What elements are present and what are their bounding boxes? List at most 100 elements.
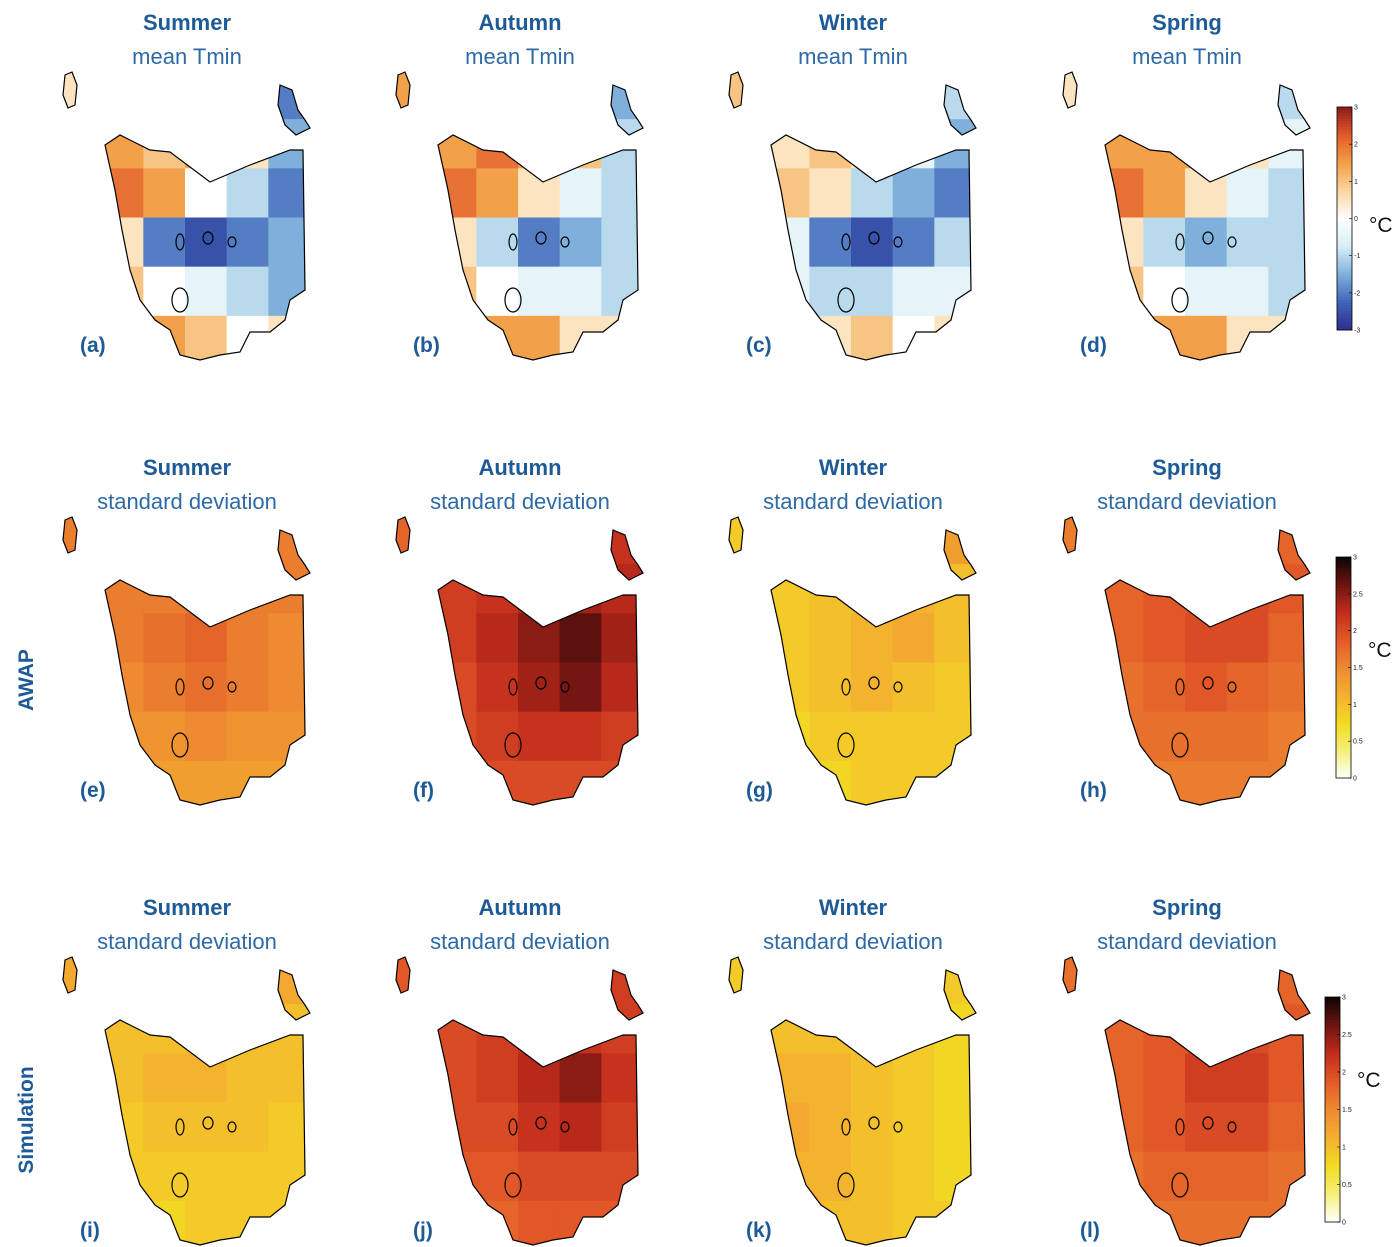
- grid-cell: [476, 1152, 518, 1202]
- grid-cell: [560, 1103, 602, 1153]
- colorbar-slice: [1336, 648, 1351, 651]
- colorbar-slice: [1325, 1045, 1340, 1048]
- map: [1060, 515, 1311, 811]
- panel-title: Spring: [1152, 895, 1222, 920]
- colorbar-slice: [1325, 1129, 1340, 1132]
- grid-cell: [227, 761, 269, 811]
- grid-cell: [893, 564, 935, 614]
- colorbar-slice: [1325, 1025, 1340, 1028]
- colorbar-slice: [1336, 568, 1351, 571]
- colorbar-slice: [1337, 274, 1352, 277]
- colorbar-slice: [1325, 1157, 1340, 1160]
- colorbar-slice: [1336, 687, 1351, 690]
- grid-cell: [476, 1103, 518, 1153]
- colorbar-slice: [1337, 232, 1352, 235]
- panel-title: Autumn: [478, 895, 561, 920]
- grid-cell: [143, 218, 185, 268]
- grid-cell: [102, 761, 144, 811]
- colorbar-unit: °C: [1368, 639, 1392, 662]
- colorbar-slice: [1325, 1048, 1340, 1051]
- map: [1060, 70, 1311, 366]
- colorbar-slice: [1325, 1056, 1340, 1059]
- colorbar-slice: [1337, 299, 1352, 302]
- colorbar-slice: [1336, 582, 1351, 585]
- colorbar-slice: [1337, 283, 1352, 286]
- colorbar-slice: [1325, 1146, 1340, 1149]
- colorbar-slice: [1337, 118, 1352, 121]
- colorbar-slice: [1336, 772, 1351, 775]
- colorbar-slice: [1337, 246, 1352, 249]
- colorbar-slice: [1325, 1155, 1340, 1158]
- panel-subtitle: standard deviation: [1097, 489, 1277, 514]
- grid-cell: [1227, 1201, 1269, 1247]
- grid-cell: [227, 663, 269, 713]
- grid-cell: [1143, 218, 1185, 268]
- grid-cell: [1185, 613, 1227, 663]
- grid-cell: [768, 663, 810, 713]
- colorbar-slice: [1325, 1138, 1340, 1141]
- colorbar-slice: [1325, 1104, 1340, 1107]
- grid-cell: [851, 119, 893, 169]
- map: [393, 955, 644, 1247]
- colorbar-slice: [1336, 604, 1351, 607]
- map-cells: [726, 955, 977, 1247]
- grid-cell: [1060, 955, 1102, 1005]
- grid-cell: [268, 70, 310, 120]
- colorbar-slice: [1337, 152, 1352, 155]
- grid-cell: [560, 712, 602, 762]
- colorbar-slice: [1336, 643, 1351, 646]
- colorbar-slice: [1336, 612, 1351, 615]
- colorbar-slice: [1336, 681, 1351, 684]
- colorbar-slice: [1337, 107, 1352, 110]
- colorbar-slice: [1337, 168, 1352, 171]
- colorbar-slice: [1336, 662, 1351, 665]
- colorbar-slice: [1325, 1166, 1340, 1169]
- grid-cell: [102, 316, 144, 366]
- colorbar-slice: [1325, 1205, 1340, 1208]
- grid-cell: [1060, 515, 1102, 565]
- grid-cell: [143, 1053, 185, 1103]
- colorbar-slice: [1336, 673, 1351, 676]
- grid-cell: [726, 955, 768, 1005]
- map-cells: [726, 70, 977, 366]
- colorbar-slice: [1336, 565, 1351, 568]
- panel-tag: (e): [80, 779, 106, 802]
- panel-tag: (b): [413, 334, 440, 357]
- grid-cell: [1227, 663, 1269, 713]
- colorbar-slice: [1336, 737, 1351, 740]
- colorbar-slice: [1337, 174, 1352, 177]
- grid-cell: [1102, 663, 1144, 713]
- grid-cell: [185, 1053, 227, 1103]
- grid-cell: [893, 613, 935, 663]
- grid-cell: [851, 663, 893, 713]
- grid-cell: [435, 218, 477, 268]
- colorbar-slice: [1336, 587, 1351, 590]
- panel-tag: (l): [1080, 1219, 1100, 1242]
- colorbar-slice: [1325, 1211, 1340, 1214]
- grid-cell: [893, 1004, 935, 1054]
- map-cells: [60, 515, 311, 811]
- colorbar-unit: °C: [1357, 1069, 1381, 1092]
- grid-cell: [102, 1103, 144, 1153]
- grid-cell: [809, 1103, 851, 1153]
- panel-subtitle: standard deviation: [97, 489, 277, 514]
- colorbar-slice: [1337, 213, 1352, 216]
- colorbar-slice: [1325, 1073, 1340, 1076]
- colorbar-tick-label: 1: [1354, 179, 1358, 186]
- grid-cell: [1060, 70, 1102, 120]
- colorbar-slice: [1337, 255, 1352, 258]
- grid-cell: [1268, 70, 1310, 120]
- colorbar-slice: [1336, 576, 1351, 579]
- grid-cell: [851, 1103, 893, 1153]
- grid-cell: [227, 119, 269, 169]
- colorbar-slice: [1337, 140, 1352, 143]
- grid-cell: [1227, 218, 1269, 268]
- colorbar-tick-label: 1: [1353, 702, 1357, 709]
- colorbar-slice: [1337, 249, 1352, 252]
- grid-cell: [560, 267, 602, 317]
- colorbar-slice: [1325, 1017, 1340, 1020]
- colorbar-slice: [1325, 1143, 1340, 1146]
- grid-cell: [1185, 218, 1227, 268]
- colorbar-slice: [1325, 1171, 1340, 1174]
- colorbar-slice: [1325, 1135, 1340, 1138]
